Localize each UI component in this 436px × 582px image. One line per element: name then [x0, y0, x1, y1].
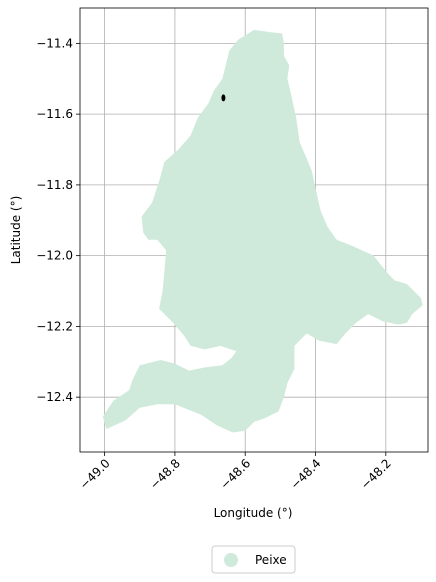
x-ticks: −49.0 −48.8 −48.6 −48.4 −48.2 — [77, 452, 394, 492]
x-tick-label: −49.0 — [77, 456, 113, 492]
plot-frame — [79, 7, 429, 453]
x-tick-label: −48.4 — [288, 456, 324, 492]
y-tick-label: −11.8 — [36, 178, 73, 192]
x-axis-label: Longitude (°) — [214, 506, 293, 520]
region-peixe — [102, 29, 423, 433]
location-marker — [221, 94, 226, 102]
y-tick-label: −11.4 — [36, 36, 73, 50]
y-tick-label: −12.0 — [36, 249, 73, 263]
legend: Peixe — [211, 545, 296, 574]
y-tick-label: −12.4 — [36, 390, 73, 404]
y-tick-label: −12.2 — [36, 319, 73, 333]
x-tick-label: −48.8 — [147, 456, 183, 492]
region-layer — [102, 29, 423, 433]
marker-layer — [221, 94, 226, 102]
x-tick-label: −48.6 — [217, 456, 253, 492]
y-ticks: −11.4 −11.6 −11.8 −12.0 −12.2 −12.4 — [36, 36, 80, 404]
x-tick-label: −48.2 — [358, 456, 394, 492]
legend-swatch — [224, 553, 238, 567]
y-tick-label: −11.6 — [36, 107, 73, 121]
y-axis-label: Latitude (°) — [9, 196, 23, 265]
legend-label-peixe: Peixe — [255, 553, 287, 567]
